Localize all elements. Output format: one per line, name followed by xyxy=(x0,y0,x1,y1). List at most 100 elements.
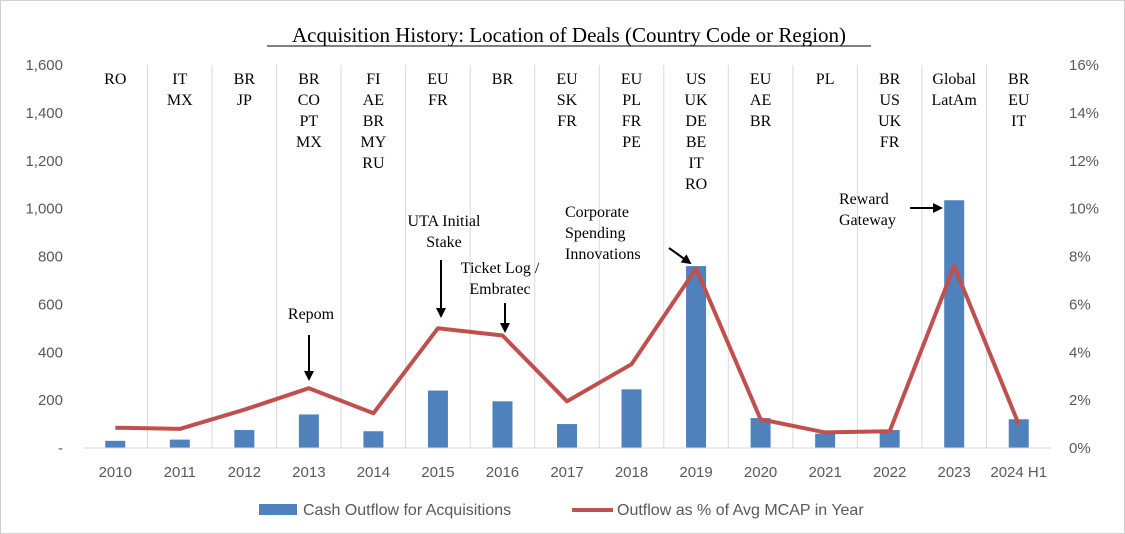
x-tick-label: 2019 xyxy=(679,464,712,481)
chart-title: Acquisition History: Location of Deals (… xyxy=(292,23,846,47)
y-right-tick-label: 8% xyxy=(1069,249,1091,266)
x-tick-label: 2016 xyxy=(486,464,519,481)
country-code: BR xyxy=(234,71,256,88)
annotation-arrow xyxy=(668,247,692,265)
country-code: EU xyxy=(427,71,449,88)
bar xyxy=(169,439,190,448)
y-left-tick-label: 1,200 xyxy=(25,153,63,170)
country-code: BR xyxy=(750,113,772,130)
country-code: FR xyxy=(428,92,448,109)
country-code: JP xyxy=(237,92,252,109)
country-code: UK xyxy=(685,92,709,109)
bar xyxy=(427,390,448,448)
country-code: Global xyxy=(932,71,976,88)
y-right-tick-label: 4% xyxy=(1069,344,1091,361)
annotation-text: Stake xyxy=(426,234,462,251)
bar xyxy=(1008,419,1029,448)
x-tick-label: 2015 xyxy=(421,464,454,481)
bar-series xyxy=(105,200,1029,448)
bar xyxy=(621,389,642,448)
country-code: AE xyxy=(750,92,771,109)
y-right-tick-label: 0% xyxy=(1069,440,1091,457)
country-code: BR xyxy=(363,113,385,130)
y-right-tick-label: 6% xyxy=(1069,296,1091,313)
country-code: EU xyxy=(750,71,772,88)
x-tick-label: 2011 xyxy=(164,464,196,481)
country-code: FR xyxy=(880,134,900,151)
y-right-tick-label: 14% xyxy=(1069,105,1099,122)
country-codes: RO IT MX BR JP BR CO PT MX FI AE BR MY RU EU FR BR EU SK FR… xyxy=(104,71,1030,193)
x-tick-label: 2020 xyxy=(744,464,777,481)
left-axis: - 200 400 600 800 1,000 1,200 1,400 1,600 xyxy=(25,57,63,457)
country-code: UK xyxy=(878,113,902,130)
country-code: IT xyxy=(172,71,187,88)
x-tick-label: 2024 H1 xyxy=(990,464,1047,481)
country-code: DE xyxy=(685,113,706,130)
country-code: EU xyxy=(621,71,643,88)
bar xyxy=(492,401,513,448)
country-code: EU xyxy=(1008,92,1030,109)
year-dividers xyxy=(147,65,987,448)
annotation-text: UTA Initial xyxy=(408,213,481,230)
annotation-text: Corporate xyxy=(565,204,629,221)
annotation-text: Innovations xyxy=(565,246,641,263)
legend-label-bars: Cash Outflow for Acquisitions xyxy=(303,502,511,519)
country-code: BE xyxy=(686,134,706,151)
country-code: LatAm xyxy=(932,92,978,109)
bar xyxy=(815,433,836,448)
x-tick-label: 2017 xyxy=(550,464,583,481)
legend: Cash Outflow for Acquisitions Outflow as… xyxy=(259,502,864,519)
line-series xyxy=(115,264,1021,435)
x-tick-label: 2014 xyxy=(357,464,390,481)
country-code: PL xyxy=(622,92,641,109)
y-left-tick-label: 1,400 xyxy=(25,105,63,122)
country-code: US xyxy=(686,71,706,88)
country-code: RU xyxy=(362,155,385,172)
country-code: IT xyxy=(1011,113,1026,130)
country-code: BR xyxy=(1008,71,1030,88)
x-tick-label: 2022 xyxy=(873,464,906,481)
bar xyxy=(298,414,319,448)
x-tick-label: 2010 xyxy=(99,464,132,481)
pct-line xyxy=(115,264,1021,435)
country-code: FR xyxy=(557,113,577,130)
bar xyxy=(879,430,900,448)
y-left-tick-label: 1,600 xyxy=(25,57,63,74)
country-code: PE xyxy=(622,134,641,151)
y-left-tick-label: 1,000 xyxy=(25,201,63,218)
annotation-text: Reward xyxy=(839,191,889,208)
x-tick-label: 2013 xyxy=(292,464,325,481)
country-code: AE xyxy=(363,92,384,109)
y-right-tick-label: 16% xyxy=(1069,57,1099,74)
right-axis: 0% 2% 4% 6% 8% 10% 12% 14% 16% xyxy=(1069,57,1099,457)
country-code: RO xyxy=(685,176,707,193)
country-code: MX xyxy=(167,92,193,109)
country-code: FI xyxy=(366,71,380,88)
country-code: CO xyxy=(298,92,320,109)
x-tick-label: 2012 xyxy=(228,464,261,481)
country-code: PT xyxy=(300,113,319,130)
country-code: FR xyxy=(622,113,642,130)
bar xyxy=(944,200,965,448)
country-code: US xyxy=(879,92,899,109)
y-left-tick-label: - xyxy=(58,440,63,457)
annotation-text: Repom xyxy=(288,306,335,323)
bar xyxy=(557,424,577,448)
annotation-text: Gateway xyxy=(839,212,896,229)
country-code: EU xyxy=(556,71,578,88)
country-code: MY xyxy=(361,134,387,151)
x-tick-label: 2018 xyxy=(615,464,648,481)
legend-label-line: Outflow as % of Avg MCAP in Year xyxy=(617,502,864,519)
legend-swatch-bars xyxy=(259,504,297,515)
annotation-text: Spending xyxy=(565,225,625,242)
annotation-text: Ticket Log / xyxy=(461,260,540,277)
y-left-tick-label: 400 xyxy=(38,344,63,361)
country-code: BR xyxy=(492,71,514,88)
y-right-tick-label: 12% xyxy=(1069,153,1099,170)
country-code: PL xyxy=(816,71,835,88)
x-axis-labels: 2010 2011 2012 2013 2014 2015 2016 2017 2018 2019… xyxy=(99,464,1048,481)
bar xyxy=(750,418,771,448)
y-right-tick-label: 2% xyxy=(1069,392,1091,409)
bar xyxy=(234,430,255,448)
